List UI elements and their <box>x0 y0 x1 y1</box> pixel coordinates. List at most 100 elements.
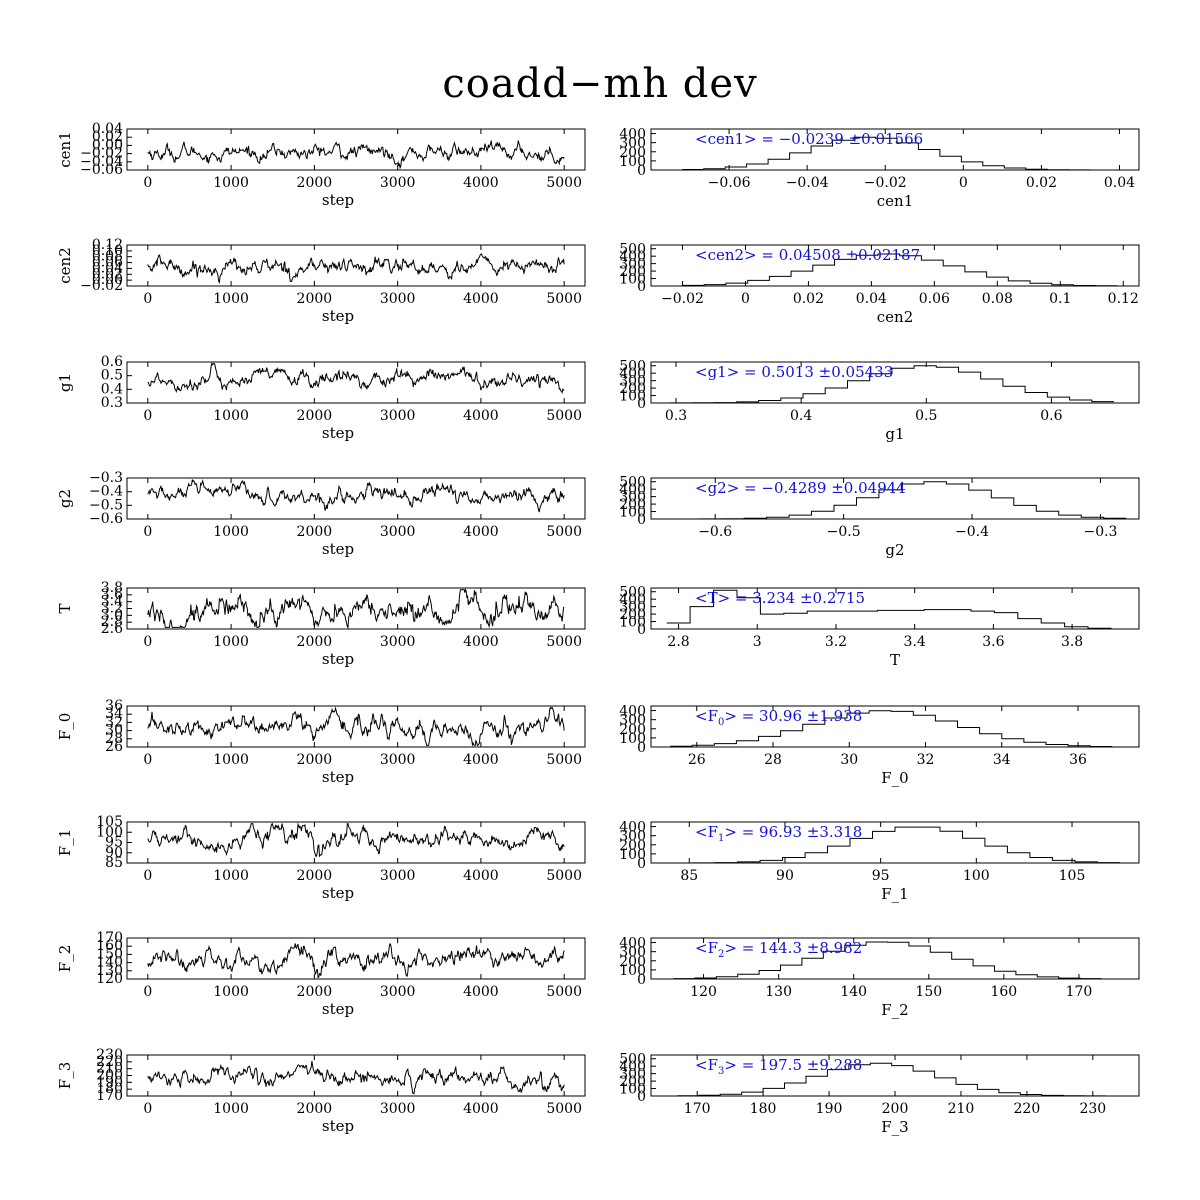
trace-xtick-label: 3000 <box>380 752 416 768</box>
hist-ytick-label: 100 <box>619 1082 646 1098</box>
trace-ytick-label: 3.6 <box>101 587 123 603</box>
trace-xtick-label: 0 <box>143 752 152 768</box>
hist-xtick-label: 105 <box>1059 868 1086 884</box>
hist-ytick-label: 0 <box>637 163 646 179</box>
hist-frame <box>650 477 1140 520</box>
hist-frame <box>650 937 1140 980</box>
stat-subscript: 2 <box>718 949 724 960</box>
trace-ytick-label: −0.3 <box>89 470 123 486</box>
trace-frame <box>126 244 586 287</box>
stat-prefix: <cen2> = <box>695 246 779 264</box>
stat-suffix: > = <box>724 707 759 725</box>
hist-frame <box>650 587 1140 630</box>
hist-xtick-label: 160 <box>990 984 1017 1000</box>
param-row-t: 0 1000 2000 3000 4000 50003.83.63.43.23.02.82… <box>56 580 1140 669</box>
hist-xtick-label: 0.1 <box>1049 291 1071 307</box>
trace-ytick-label: 3.2 <box>101 601 123 617</box>
trace-xtick-label: 2000 <box>297 408 333 424</box>
hist-xtick-label: 130 <box>765 984 792 1000</box>
trace-ytick-label: 0.6 <box>101 354 123 370</box>
hist-ytick-label: 0 <box>637 740 646 756</box>
hist-ytick-label: 200 <box>619 838 646 854</box>
hist-ytick-label: 200 <box>619 722 646 738</box>
trace-panel: 0 1000 2000 3000 4000 5000 −0.3−0.4−0.5−0.6 ste… <box>56 470 586 558</box>
param-row-cen2: 0 1000 2000 3000 4000 50000.120.100.080.060.0… <box>56 237 1140 326</box>
hist-stat-label: <cen2> = 0.04508 ±0.02187 <box>695 246 920 264</box>
trace-xtick-label: 3000 <box>380 291 416 307</box>
hist-ytick-label: 100 <box>619 505 646 521</box>
hist-stat-label: <F0> = 30.96 ±1.938 <box>695 707 862 728</box>
hist-ytick-label: 300 <box>619 374 646 390</box>
hist-ytick-label: 300 <box>619 136 646 152</box>
trace-xtick-label: 0 <box>143 868 152 884</box>
hist-xtick-label: −0.6 <box>698 524 732 540</box>
stat-prefix: <F <box>695 939 718 957</box>
param-row-f0: 0 1000 2000 3000 4000 5000363432302826stepF_0… <box>56 698 1140 787</box>
figure-title: coadd−mh dev <box>442 61 757 107</box>
hist-xtick-label: 230 <box>1079 1101 1106 1117</box>
trace-ytick-label: −0.04 <box>80 154 123 170</box>
trace-xtick-label: 1000 <box>213 634 249 650</box>
stat-mean: 144.3 <box>759 939 802 957</box>
hist-xtick-label: 28 <box>764 752 782 768</box>
trace-ytick-label: 0.04 <box>92 121 123 137</box>
stat-sd: ±0.01566 <box>849 130 924 148</box>
hist-ytick-label: 500 <box>619 359 646 375</box>
hist-xtick-label: 200 <box>882 1101 909 1117</box>
hist-xtick-label: 190 <box>816 1101 843 1117</box>
trace-panel: 0 1000 2000 3000 4000 5000 3.83.63.43.23.02.82… <box>56 580 586 668</box>
trace-ytick-label: 210 <box>96 1061 123 1077</box>
hist-xtick-label: 0.3 <box>665 408 687 424</box>
hist-steps <box>669 365 1114 404</box>
stat-mean: −0.4289 <box>761 479 826 497</box>
hist-xtick-label: 34 <box>993 752 1011 768</box>
hist-steps <box>676 481 1127 520</box>
trace-ytick-label: 0.02 <box>92 129 123 145</box>
hist-xtick-label: 0.6 <box>1040 408 1062 424</box>
trace-xtick-label: 2000 <box>297 291 333 307</box>
hist-xtick-label: 2.8 <box>667 634 689 650</box>
hist-xtick-label: 85 <box>680 868 698 884</box>
stat-suffix: > = <box>724 939 759 957</box>
hist-panel: −0.06 −0.04 −0.02 0 0.02 0.040100200300400cen… <box>619 127 1140 210</box>
trace-ytick-label: 0.5 <box>101 368 123 384</box>
trace-xtick-label: 4000 <box>463 524 499 540</box>
trace-panel: 0 1000 2000 3000 4000 5000 0.040.020.00−0.02−0… <box>56 121 586 209</box>
trace-ylabel: F_2 <box>56 945 74 972</box>
trace-frame <box>126 705 586 748</box>
trace-xtick-label: 5000 <box>546 984 582 1000</box>
trace-ytick-label: 105 <box>96 814 123 830</box>
trace-ytick-label: −0.6 <box>89 511 123 527</box>
hist-ytick-label: 100 <box>619 615 646 631</box>
trace-ytick-label: 200 <box>96 1068 123 1084</box>
hist-xtick-label: −0.4 <box>955 524 989 540</box>
trace-ytick-label: 26 <box>105 739 123 755</box>
hist-xtick-label: 170 <box>1066 984 1093 1000</box>
trace-ylabel: g2 <box>56 489 74 508</box>
trace-ylabel: T <box>56 603 74 613</box>
hist-ytick-label: 200 <box>619 954 646 970</box>
hist-steps <box>682 136 1112 171</box>
trace-xtick-label: 4000 <box>463 868 499 884</box>
hist-steps <box>670 710 1113 747</box>
stat-subscript: 3 <box>718 1066 724 1077</box>
hist-xlabel: g1 <box>885 425 904 443</box>
trace-frame <box>126 477 586 520</box>
hist-ytick-label: 300 <box>619 600 646 616</box>
stat-prefix: <T> = <box>695 589 752 607</box>
trace-xtick-label: 5000 <box>546 291 582 307</box>
trace-ytick-label: 90 <box>105 845 123 861</box>
hist-ytick-label: 500 <box>619 475 646 491</box>
stat-prefix: <F <box>695 707 718 725</box>
trace-line <box>147 587 565 629</box>
trace-line <box>147 140 565 170</box>
trace-ytick-label: −0.06 <box>80 162 123 178</box>
hist-xtick-label: 0 <box>741 291 750 307</box>
hist-ytick-label: 400 <box>619 936 646 952</box>
hist-xlabel: cen1 <box>877 192 913 210</box>
